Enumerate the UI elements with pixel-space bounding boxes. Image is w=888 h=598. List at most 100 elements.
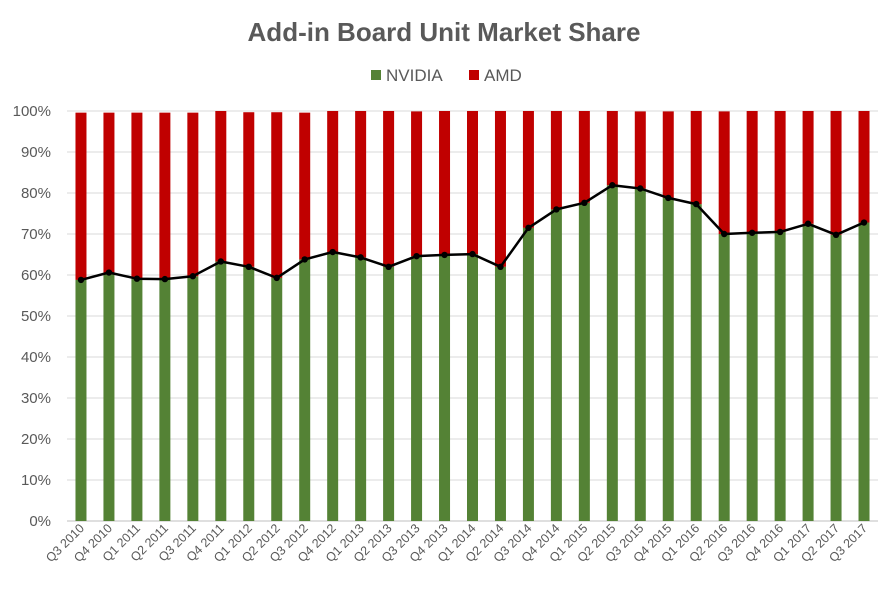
bar-nvidia bbox=[131, 278, 143, 521]
bar-amd bbox=[550, 111, 562, 210]
y-axis-tick-labels: 0% 10% 20% 30% 40% 50% 60% 70% 80% 90% 100% bbox=[13, 103, 51, 530]
bar-amd bbox=[411, 111, 423, 257]
legend-label: AMD bbox=[484, 66, 522, 85]
bar-nvidia bbox=[830, 234, 842, 521]
line-marker bbox=[189, 273, 197, 280]
bar-amd bbox=[243, 112, 255, 267]
y-tick-label: 100% bbox=[13, 103, 51, 120]
line-marker bbox=[553, 206, 560, 213]
legend: NVIDIA AMD bbox=[371, 66, 522, 85]
legend-swatch bbox=[469, 70, 479, 80]
bar-nvidia bbox=[718, 234, 730, 521]
bar-nvidia bbox=[467, 254, 478, 521]
line-marker bbox=[665, 194, 672, 202]
bar-amd bbox=[802, 111, 814, 224]
line-marker bbox=[581, 199, 588, 207]
line-marker bbox=[105, 269, 113, 276]
bar-amd bbox=[215, 111, 227, 262]
line-marker bbox=[385, 263, 392, 270]
bar-amd bbox=[606, 111, 618, 186]
line-marker bbox=[161, 275, 169, 283]
line-marker bbox=[832, 231, 840, 239]
y-tick-label: 70% bbox=[21, 226, 51, 243]
line-marker bbox=[860, 219, 868, 226]
line-marker bbox=[273, 274, 280, 282]
y-tick-label: 20% bbox=[21, 431, 51, 448]
bar-nvidia bbox=[299, 259, 311, 521]
y-tick-label: 0% bbox=[29, 513, 51, 530]
bar-nvidia bbox=[103, 272, 115, 521]
bar-nvidia bbox=[690, 204, 702, 521]
bar-nvidia bbox=[662, 197, 674, 522]
chart-title: Add-in Board Unit Market Share bbox=[248, 17, 641, 47]
bar-amd bbox=[718, 111, 730, 234]
line-marker bbox=[748, 229, 756, 236]
y-tick-label: 50% bbox=[21, 308, 51, 325]
bar-amd bbox=[187, 112, 199, 277]
bar-nvidia bbox=[522, 227, 534, 521]
bar-nvidia bbox=[439, 254, 451, 521]
bar-amd bbox=[159, 112, 171, 280]
bar-amd bbox=[467, 111, 478, 255]
line-marker bbox=[357, 254, 364, 261]
bar-nvidia bbox=[159, 279, 171, 521]
line-marker bbox=[469, 250, 476, 258]
legend-label: NVIDIA bbox=[386, 66, 443, 85]
bar-nvidia bbox=[802, 223, 814, 521]
line-marker bbox=[525, 224, 532, 232]
nvidia-line bbox=[77, 182, 868, 284]
y-tick-label: 30% bbox=[21, 390, 51, 407]
bar-nvidia bbox=[578, 202, 590, 521]
bar-amd bbox=[103, 112, 115, 273]
line-marker bbox=[609, 182, 616, 189]
line-marker bbox=[217, 258, 225, 265]
bar-nvidia bbox=[383, 266, 395, 521]
bar-amd bbox=[355, 111, 367, 258]
line-marker bbox=[804, 220, 812, 227]
bar-amd bbox=[271, 112, 283, 278]
bar-nvidia bbox=[411, 256, 423, 521]
line-marker bbox=[77, 276, 85, 284]
bar-nvidia bbox=[634, 188, 646, 522]
y-tick-label: 10% bbox=[21, 472, 51, 489]
bar-amd bbox=[634, 111, 646, 189]
line-marker bbox=[413, 252, 420, 260]
bar-nvidia bbox=[606, 185, 618, 521]
bar-nvidia bbox=[494, 266, 506, 521]
bar-nvidia bbox=[75, 279, 87, 521]
line-marker bbox=[441, 251, 448, 259]
y-tick-label: 90% bbox=[21, 144, 51, 161]
bar-amd bbox=[830, 111, 842, 235]
bar-amd bbox=[774, 111, 786, 232]
y-tick-label: 60% bbox=[21, 267, 51, 284]
bar-amd bbox=[131, 112, 143, 279]
line-marker bbox=[301, 256, 308, 263]
line-marker bbox=[329, 248, 336, 256]
y-tick-label: 40% bbox=[21, 349, 51, 366]
bar-amd bbox=[522, 111, 534, 228]
bar-amd bbox=[327, 111, 339, 253]
line-marker bbox=[245, 263, 252, 270]
legend-swatch bbox=[371, 70, 381, 80]
bar-amd bbox=[746, 111, 758, 233]
bar-amd bbox=[578, 111, 590, 203]
bar-nvidia bbox=[774, 231, 786, 521]
line-marker bbox=[637, 185, 644, 192]
bar-amd bbox=[439, 111, 451, 255]
bar-nvidia bbox=[215, 261, 227, 521]
bar-nvidia bbox=[550, 209, 562, 521]
bars bbox=[75, 111, 870, 522]
bar-amd bbox=[662, 111, 674, 198]
bar-nvidia bbox=[271, 277, 283, 521]
bar-nvidia bbox=[327, 252, 339, 522]
bar-nvidia bbox=[746, 232, 758, 521]
bar-nvidia bbox=[243, 266, 255, 521]
bar-amd bbox=[383, 111, 395, 267]
bar-amd bbox=[299, 112, 311, 260]
bar-nvidia bbox=[187, 276, 199, 521]
bar-amd bbox=[690, 111, 702, 205]
y-tick-label: 80% bbox=[21, 185, 51, 202]
line-marker bbox=[497, 263, 504, 270]
